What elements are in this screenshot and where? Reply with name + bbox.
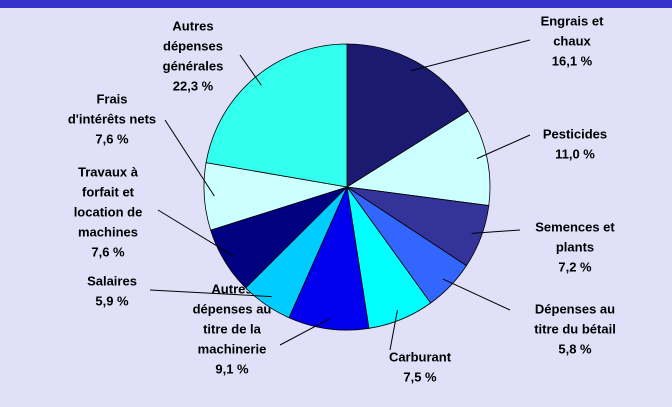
- pie-slice: [345, 110, 491, 207]
- slice-label: machines: [78, 224, 138, 239]
- slice-label: location de: [74, 204, 143, 219]
- pie-slice: [346, 43, 469, 188]
- slice-label: Dépenses au: [535, 301, 615, 316]
- value-label: 22,3 %: [173, 78, 214, 93]
- slice-label: générales: [163, 58, 224, 73]
- slice-label: titre de la: [203, 321, 262, 336]
- slice-label: machinerie: [198, 341, 267, 356]
- leader-line: [149, 289, 272, 298]
- value-label: 5,8 %: [558, 341, 592, 356]
- slice-label: Pesticides: [543, 126, 607, 141]
- value-label: 11,0 %: [555, 146, 595, 161]
- value-label: 7,6 %: [95, 131, 129, 146]
- slice-label: Engrais et: [541, 13, 605, 28]
- slice-label: titre du bétail: [534, 321, 616, 336]
- slice-label: dépenses: [163, 38, 223, 53]
- value-label: 5,9 %: [95, 293, 129, 308]
- leader-line: [279, 318, 330, 346]
- slice-label: Travaux à: [78, 164, 139, 179]
- leader-line: [411, 39, 531, 72]
- value-label: 7,6 %: [91, 244, 125, 259]
- slice-label: Carburant: [389, 349, 452, 364]
- pie-slice: [288, 185, 370, 331]
- slice-label: Salaires: [87, 273, 137, 288]
- pie-slice: [205, 43, 348, 188]
- value-label: 7,5 %: [403, 369, 437, 384]
- slice-label: Semences et: [535, 219, 615, 234]
- slice-label: Frais: [96, 91, 127, 106]
- leader-line: [476, 134, 531, 160]
- slice-label: Autres: [172, 18, 213, 33]
- title-bar: [0, 0, 672, 8]
- slice-label: d'intérêts nets: [68, 111, 156, 126]
- slice-label: plants: [556, 239, 594, 254]
- leader-line: [157, 209, 234, 257]
- value-label: 16,1 %: [552, 53, 593, 68]
- slice-label: forfait et: [82, 184, 135, 199]
- leader-line: [471, 229, 521, 234]
- value-label: 7,2 %: [558, 259, 592, 274]
- slice-label: chaux: [553, 33, 591, 48]
- leader-line: [239, 54, 262, 86]
- leader-line: [442, 278, 511, 311]
- slice-label: dépenses au: [193, 301, 272, 316]
- leader-line: [164, 119, 215, 197]
- value-label: 9,1 %: [215, 361, 249, 376]
- slice-label: Autres: [211, 281, 252, 296]
- leader-line: [389, 309, 398, 351]
